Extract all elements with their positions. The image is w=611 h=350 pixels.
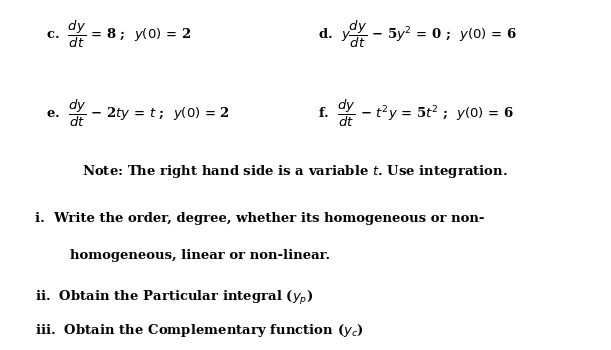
Text: iii.  Obtain the Complementary function ($y_c$): iii. Obtain the Complementary function (… — [35, 322, 364, 339]
Text: f.  $\dfrac{dy}{dt}$ − $t^2y$ = 5$t^2$ ;  $y(0)$ = 6: f. $\dfrac{dy}{dt}$ − $t^2y$ = 5$t^2$ ; … — [318, 98, 514, 129]
Text: i.  Write the order, degree, whether its homogeneous or non-: i. Write the order, degree, whether its … — [35, 212, 485, 225]
Text: homogeneous, linear or non-linear.: homogeneous, linear or non-linear. — [70, 248, 331, 261]
Text: c.  $\dfrac{dy}{dt}$ = 8 ;  $y(0)$ = 2: c. $\dfrac{dy}{dt}$ = 8 ; $y(0)$ = 2 — [46, 19, 191, 50]
Text: d.  $y\dfrac{dy}{dt}$ − 5$y^2$ = 0 ;  $y(0)$ = 6: d. $y\dfrac{dy}{dt}$ − 5$y^2$ = 0 ; $y(0… — [318, 19, 516, 50]
Text: Note: The right hand side is a variable $t$. Use integration.: Note: The right hand side is a variable … — [82, 163, 508, 180]
Text: ii.  Obtain the Particular integral ($y_p$): ii. Obtain the Particular integral ($y_p… — [35, 289, 313, 307]
Text: e.  $\dfrac{dy}{dt}$ − 2$ty$ = $t$ ;  $y(0)$ = 2: e. $\dfrac{dy}{dt}$ − 2$ty$ = $t$ ; $y(0… — [46, 98, 230, 129]
